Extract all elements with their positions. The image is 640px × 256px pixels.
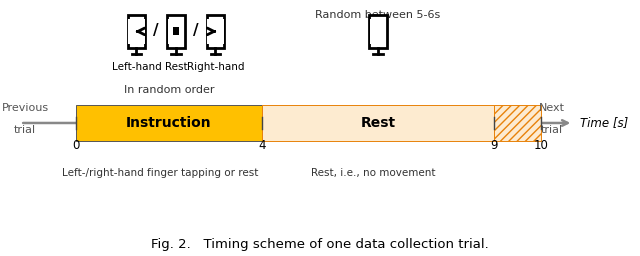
Text: Left-hand: Left-hand [111,61,161,71]
Bar [129,19,145,44]
Bar [207,15,224,48]
Text: trial: trial [541,125,563,135]
Text: 9: 9 [490,139,498,152]
Bar [207,19,223,44]
Bar [369,15,387,48]
Bar [262,105,494,141]
Bar [173,27,179,36]
Bar [167,15,185,48]
Text: Random between 5-6s: Random between 5-6s [316,10,441,20]
Text: In random order: In random order [124,86,214,95]
Text: Right-hand: Right-hand [187,61,244,71]
Text: Instruction: Instruction [126,116,212,130]
Bar [168,19,184,44]
Text: trial: trial [14,125,36,135]
Text: 4: 4 [258,139,266,152]
Text: /: / [193,23,198,38]
Text: Rest, i.e., no movement: Rest, i.e., no movement [311,168,436,178]
Text: /: / [154,23,159,38]
Text: Rest: Rest [360,116,396,130]
Text: Previous: Previous [1,103,49,113]
Text: Time [s]: Time [s] [580,116,628,130]
Text: 0: 0 [72,139,80,152]
Bar [370,19,386,44]
Bar [76,105,262,141]
Bar [127,15,145,48]
Text: Rest: Rest [164,61,188,71]
Text: 10: 10 [533,139,548,152]
Text: Fig. 2.   Timing scheme of one data collection trial.: Fig. 2. Timing scheme of one data collec… [151,238,489,251]
Text: Next: Next [540,103,565,113]
Text: Left-/right-hand finger tapping or rest: Left-/right-hand finger tapping or rest [61,168,258,178]
Bar [494,105,541,141]
